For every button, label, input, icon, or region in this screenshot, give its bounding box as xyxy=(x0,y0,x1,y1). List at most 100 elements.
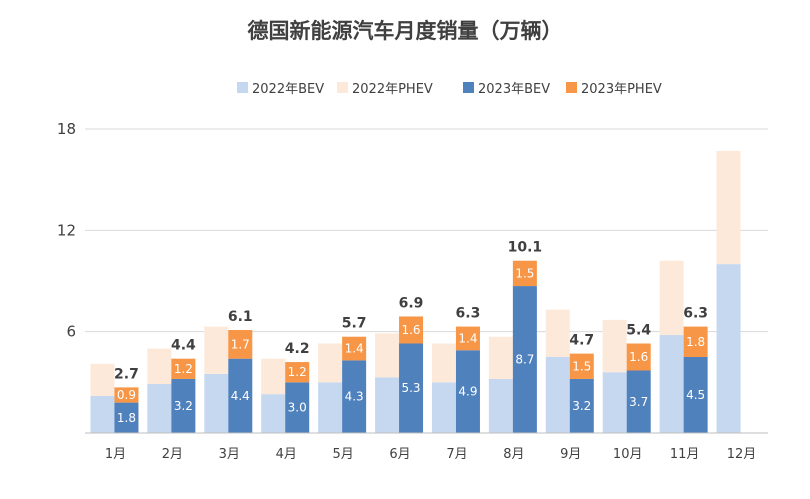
bar-segment xyxy=(488,378,513,433)
bar-segment xyxy=(455,326,480,351)
bar-segment xyxy=(261,358,286,395)
total-value-label: 4.4 xyxy=(171,338,196,354)
segment-value-label: 1.5 xyxy=(515,266,534,280)
bar-segment xyxy=(342,336,367,361)
segment-value-label: 3.0 xyxy=(288,401,307,415)
bar-segment xyxy=(512,286,537,433)
segment-value-label: 1.2 xyxy=(174,362,193,376)
bar-segment xyxy=(455,350,480,433)
segment-value-label: 1.5 xyxy=(572,359,591,373)
segment-value-label: 1.4 xyxy=(345,342,364,356)
legend-swatch xyxy=(237,82,248,93)
x-tick-label: 10月 xyxy=(613,447,643,462)
y-tick-label: 12 xyxy=(57,221,76,239)
total-value-label: 6.3 xyxy=(456,306,481,322)
bars xyxy=(90,150,741,433)
bar-segment xyxy=(569,378,594,433)
bar-segment xyxy=(602,372,627,433)
chart-title: 德国新能源汽车月度销量（万辆） xyxy=(248,19,563,43)
segment-value-label: 3.2 xyxy=(174,399,193,413)
x-tick-label: 5月 xyxy=(332,447,353,462)
x-axis: 1月 2月 3月 4月 5月 6月 7月 8月 9月 10月 11月 12月 xyxy=(85,432,768,462)
x-tick-label: 7月 xyxy=(446,447,467,462)
segment-value-label: 1.7 xyxy=(231,337,250,351)
segment-value-label: 4.5 xyxy=(686,388,705,402)
bar-segment xyxy=(659,260,684,336)
bar-segment xyxy=(716,150,741,265)
bar-segment xyxy=(431,382,456,433)
bar-segment xyxy=(285,382,310,433)
segment-value-label: 4.3 xyxy=(345,390,364,404)
bar-segment xyxy=(147,384,172,433)
bar-segment xyxy=(90,395,115,433)
x-tick-label: 12月 xyxy=(727,447,757,462)
labels: 1.8 0.9 2.7 3.2 1.2 4.4 4.4 1.7 6.1 3.0 1.2 4.2 4.3 1… xyxy=(114,240,708,425)
segment-value-label: 4.9 xyxy=(458,385,477,399)
bar-segment xyxy=(545,357,570,433)
x-tick-label: 2月 xyxy=(162,447,183,462)
bar-segment xyxy=(114,402,139,433)
segment-value-label: 1.4 xyxy=(458,331,477,345)
bar-segment xyxy=(545,309,570,357)
segment-value-label: 1.6 xyxy=(629,350,648,364)
y-tick-label: 6 xyxy=(66,323,76,341)
bar-segment xyxy=(626,343,651,371)
legend-label: 2022年PHEV xyxy=(352,82,433,97)
segment-value-label: 1.8 xyxy=(117,411,136,425)
total-value-label: 4.7 xyxy=(569,333,594,349)
bar-segment xyxy=(488,336,513,379)
bar-segment xyxy=(683,357,708,433)
legend: 2022年BEV 2022年PHEV 2023年BEV 2023年PHEV xyxy=(237,82,662,97)
x-tick-label: 6月 xyxy=(389,447,410,462)
bar-segment xyxy=(318,343,343,383)
total-value-label: 6.1 xyxy=(228,309,253,325)
segment-value-label: 5.3 xyxy=(401,381,420,395)
bar-segment xyxy=(602,319,627,373)
bar-segment xyxy=(375,333,400,378)
bar-segment xyxy=(626,370,651,433)
x-tick-label: 11月 xyxy=(670,447,700,462)
bar-segment xyxy=(399,316,424,344)
x-tick-label: 9月 xyxy=(560,447,581,462)
total-value-label: 6.9 xyxy=(399,295,424,311)
legend-label: 2023年BEV xyxy=(478,82,550,97)
segment-value-label: 8.7 xyxy=(515,353,534,367)
total-value-label: 4.2 xyxy=(285,341,310,357)
bar-segment xyxy=(659,335,684,433)
bar-segment xyxy=(171,378,196,433)
y-tick-label: 18 xyxy=(57,120,76,138)
segment-value-label: 1.2 xyxy=(288,365,307,379)
legend-swatch xyxy=(463,82,474,93)
bar-segment xyxy=(171,358,196,379)
bar-segment xyxy=(204,326,229,374)
segment-value-label: 4.4 xyxy=(231,389,250,403)
segment-value-label: 3.7 xyxy=(629,395,648,409)
bar-segment xyxy=(683,326,708,357)
bar-segment xyxy=(285,362,310,383)
x-tick-label: 8月 xyxy=(503,447,524,462)
total-value-label: 2.7 xyxy=(114,366,139,382)
bar-segment xyxy=(204,373,229,433)
bar-segment xyxy=(261,394,286,433)
bar-segment xyxy=(512,260,537,287)
bar-segment xyxy=(114,387,139,403)
x-tick-label: 1月 xyxy=(105,447,126,462)
total-value-label: 5.7 xyxy=(342,316,367,332)
bar-segment xyxy=(147,348,172,385)
segment-value-label: 1.8 xyxy=(686,335,705,349)
bar-segment xyxy=(431,343,456,383)
bar-segment xyxy=(90,363,115,396)
segment-value-label: 1.6 xyxy=(401,323,420,337)
bar-segment xyxy=(716,264,741,433)
bar-segment xyxy=(375,377,400,433)
bar-segment xyxy=(228,329,253,359)
legend-swatch xyxy=(337,82,348,93)
x-tick-label: 3月 xyxy=(219,447,240,462)
bar-segment xyxy=(318,382,343,433)
bar-segment xyxy=(342,360,367,433)
total-value-label: 10.1 xyxy=(508,240,543,256)
segment-value-label: 3.2 xyxy=(572,399,591,413)
segment-value-label: 0.9 xyxy=(117,388,136,402)
total-value-label: 5.4 xyxy=(626,322,651,338)
